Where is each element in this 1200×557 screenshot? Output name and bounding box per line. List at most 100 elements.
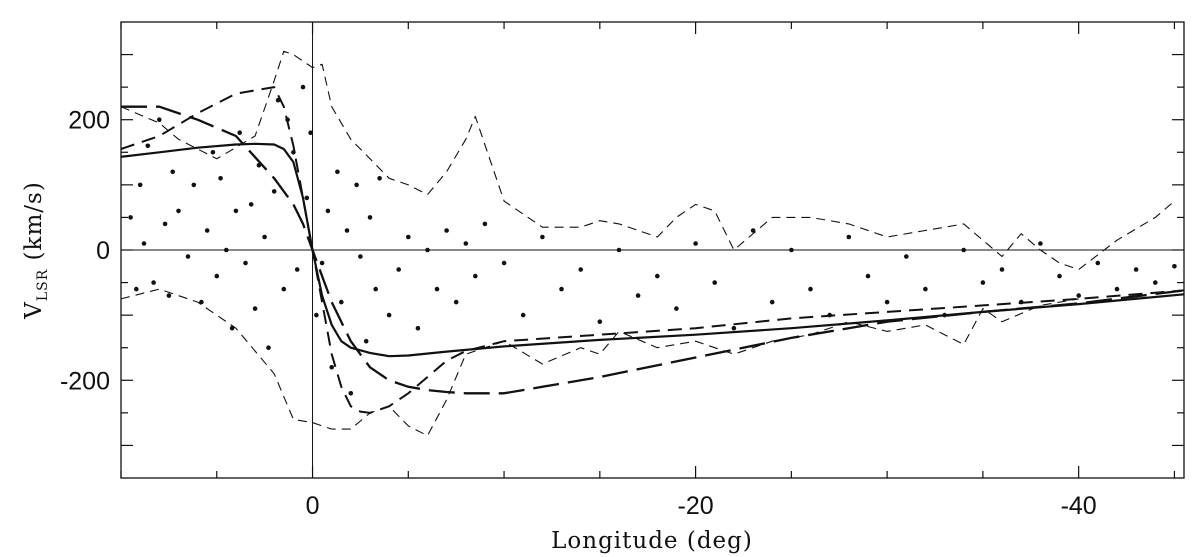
data-point bbox=[808, 286, 813, 292]
y-tick-label: -200 bbox=[60, 367, 110, 395]
data-point bbox=[923, 286, 928, 292]
data-point bbox=[373, 286, 379, 292]
data-point bbox=[319, 260, 325, 266]
data-point bbox=[463, 241, 469, 246]
data-point bbox=[1153, 280, 1158, 285]
data-point bbox=[789, 247, 794, 253]
data-point bbox=[248, 202, 254, 207]
data-point bbox=[281, 286, 287, 292]
x-tick-label: -40 bbox=[1061, 492, 1097, 520]
data-point bbox=[453, 299, 459, 305]
data-point bbox=[285, 117, 290, 122]
y-axis-title: VLSR (km/s) bbox=[21, 181, 51, 320]
tick-labels: 0 -20 -40 200 0 -200 bbox=[60, 107, 1097, 520]
data-point bbox=[1057, 273, 1062, 279]
data-point bbox=[942, 312, 947, 318]
data-points bbox=[128, 84, 1177, 396]
data-point bbox=[482, 221, 488, 227]
data-point bbox=[363, 338, 369, 344]
data-point bbox=[999, 267, 1005, 272]
data-point bbox=[434, 286, 440, 292]
data-point bbox=[224, 247, 229, 253]
data-point bbox=[674, 306, 679, 311]
data-point bbox=[134, 286, 139, 292]
data-point bbox=[367, 215, 373, 220]
data-point bbox=[294, 267, 300, 272]
data-point bbox=[1018, 299, 1024, 305]
data-point bbox=[1114, 286, 1120, 292]
data-point bbox=[335, 169, 340, 175]
y-axis-title-main: V bbox=[21, 301, 47, 320]
data-point bbox=[199, 299, 204, 305]
y-axis-title-subscript: LSR bbox=[35, 269, 51, 301]
data-point bbox=[655, 273, 660, 279]
data-point bbox=[961, 247, 966, 253]
data-point bbox=[210, 150, 216, 155]
data-point bbox=[827, 312, 832, 318]
data-point bbox=[271, 189, 277, 194]
data-point bbox=[396, 267, 402, 272]
data-point bbox=[157, 117, 162, 122]
data-point bbox=[256, 163, 262, 168]
x-tick-label: -20 bbox=[678, 492, 714, 520]
curve-long-dash-1 bbox=[121, 105, 1185, 395]
y-tick-label: 0 bbox=[96, 237, 110, 265]
data-point bbox=[444, 228, 449, 233]
data-point bbox=[314, 312, 319, 318]
data-point bbox=[300, 84, 306, 90]
curve-short-dash-3 bbox=[120, 50, 1175, 271]
data-point bbox=[1038, 241, 1043, 246]
curve-solid-0 bbox=[120, 142, 1185, 358]
data-point bbox=[348, 391, 354, 396]
data-point bbox=[386, 312, 392, 318]
data-point bbox=[712, 280, 717, 285]
data-point bbox=[233, 208, 239, 214]
data-point bbox=[185, 254, 191, 259]
data-point bbox=[137, 182, 143, 188]
data-point bbox=[358, 254, 363, 259]
data-point bbox=[1076, 293, 1081, 298]
data-point bbox=[145, 143, 151, 149]
data-point bbox=[266, 345, 271, 351]
svg-text:VLSR (km/s): VLSR (km/s) bbox=[21, 181, 51, 320]
data-point bbox=[578, 267, 583, 272]
data-point bbox=[191, 182, 197, 188]
x-tick-label: 0 bbox=[306, 492, 320, 520]
data-point bbox=[769, 299, 775, 305]
data-point bbox=[750, 228, 756, 233]
x-axis-title: Longitude (deg) bbox=[551, 528, 753, 554]
data-point bbox=[865, 273, 871, 279]
data-point bbox=[304, 195, 310, 201]
data-point bbox=[425, 247, 430, 253]
model-curves bbox=[120, 50, 1185, 437]
data-point bbox=[275, 97, 281, 103]
data-point bbox=[141, 241, 147, 246]
y-axis-title-spacer bbox=[21, 260, 47, 268]
data-point bbox=[128, 215, 133, 220]
data-point bbox=[308, 130, 313, 135]
data-point bbox=[415, 325, 421, 331]
data-point bbox=[406, 234, 411, 240]
data-point bbox=[540, 234, 545, 240]
data-point bbox=[980, 280, 986, 285]
data-point bbox=[170, 169, 175, 175]
data-point bbox=[1172, 264, 1177, 269]
data-point bbox=[291, 150, 296, 155]
data-point bbox=[635, 293, 641, 298]
data-point bbox=[693, 241, 698, 246]
data-point bbox=[616, 247, 622, 253]
data-point bbox=[329, 365, 335, 370]
y-tick-label: 200 bbox=[68, 107, 110, 135]
data-point bbox=[162, 221, 168, 227]
data-point bbox=[325, 208, 331, 214]
data-point bbox=[237, 130, 242, 135]
data-point bbox=[597, 319, 603, 325]
data-point bbox=[501, 260, 507, 266]
data-point bbox=[1095, 260, 1101, 266]
data-point bbox=[218, 176, 223, 181]
data-point bbox=[354, 182, 359, 188]
data-point bbox=[520, 312, 526, 318]
data-point bbox=[1133, 267, 1139, 272]
reference-lines bbox=[121, 22, 1184, 478]
